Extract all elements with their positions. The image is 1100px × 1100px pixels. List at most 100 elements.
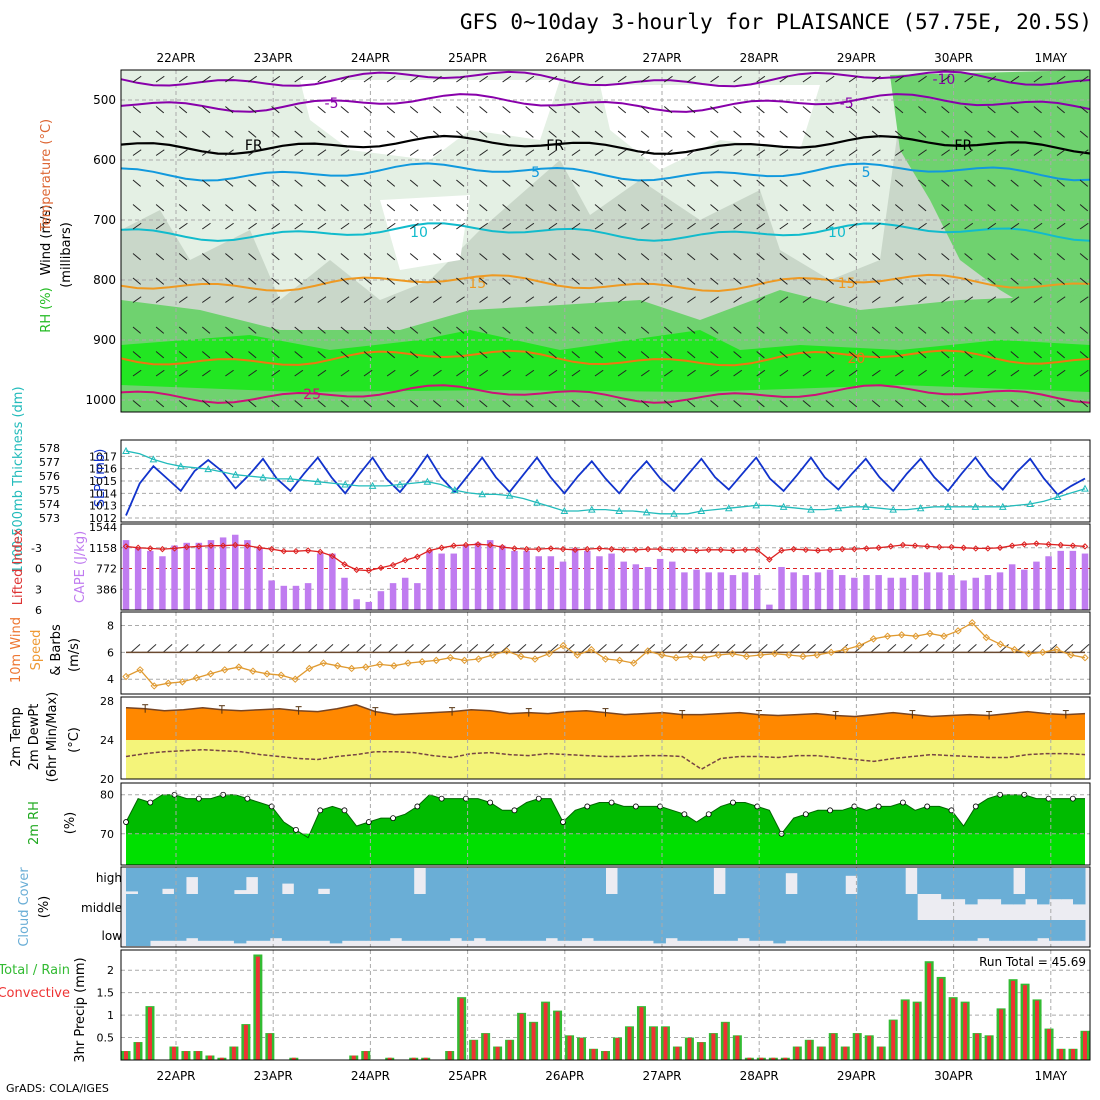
wind-barb [271, 277, 280, 285]
cape-bar [1057, 550, 1064, 610]
wind-barb [155, 75, 165, 83]
cloud-cover-cell [233, 868, 247, 891]
cloud-axis-label: Cloud Cover [17, 867, 32, 947]
slp-tick-label: 1016 [89, 463, 117, 476]
wind-barb [687, 351, 696, 359]
wind-speed-marker [827, 648, 835, 657]
cloud-cover-cell [1025, 920, 1038, 941]
wind-speed-marker [672, 653, 680, 662]
wind-barb [516, 643, 527, 653]
wind-barb [710, 149, 719, 156]
wind-barb [710, 277, 719, 285]
cloud-cover-cell [569, 868, 583, 894]
lifted-index-marker [1021, 541, 1028, 548]
wind-barb [617, 179, 627, 187]
lifted-index-marker [292, 548, 300, 555]
rh2m-marker [244, 795, 251, 802]
pressure-tick-label: 700 [93, 213, 116, 227]
wind-barb [340, 204, 349, 212]
wind-barb [132, 130, 141, 138]
wind-barb [663, 204, 673, 212]
cloud-cover-cell [917, 868, 930, 894]
date-label-bottom: 25APR [448, 1069, 487, 1083]
wind-barb [502, 106, 511, 114]
lifted-index-marker [499, 543, 506, 551]
wind-speed-marker [982, 633, 990, 642]
wind-barb [710, 369, 719, 377]
precip-convective-bar [1047, 1029, 1052, 1060]
lifted-index-marker [584, 545, 591, 553]
lifted-index-marker [729, 547, 737, 554]
precip-convective-bar [1035, 1000, 1040, 1060]
cloud-cover-cell [629, 868, 642, 894]
wind-barb [617, 75, 627, 83]
cloud-cover-cell [509, 894, 523, 920]
cloud-cover-cell [629, 894, 642, 920]
wind-barb [248, 351, 257, 359]
wind-speed-marker [897, 631, 906, 639]
wind-speed-marker [488, 651, 497, 659]
wind-barb [594, 204, 603, 212]
cloud-cover-cell [485, 920, 499, 941]
cloud-cover-cell [305, 868, 319, 894]
cape-bar [511, 550, 518, 610]
wind-barb [248, 369, 257, 377]
cloud-cover-cell [1037, 920, 1050, 939]
cloud-cover-cell [689, 894, 702, 920]
precip-convective-bar [615, 1038, 620, 1060]
rh2m-marker [195, 795, 202, 802]
wind-speed-marker [517, 652, 525, 661]
wind-barb [548, 326, 557, 334]
thickness-marker [149, 455, 158, 463]
wind-barb [479, 296, 488, 303]
rh2m-marker [754, 803, 761, 810]
wind-barb [894, 277, 904, 285]
cape-bar [195, 542, 203, 610]
wind-barb [155, 400, 165, 408]
wind-barb [941, 222, 950, 230]
cloud-cover-cell [833, 894, 846, 920]
rh2m-marker [632, 803, 639, 810]
cloud-cover-cell [545, 868, 559, 894]
contour-label: 10 [828, 225, 846, 241]
date-label-top: 27APR [642, 51, 681, 65]
date-label-bottom: 27APR [642, 1069, 681, 1083]
wind-barb [1056, 326, 1065, 334]
wind-barb [271, 351, 280, 359]
cloud-cover-cell [509, 920, 523, 941]
pressure-tick-label: 600 [93, 153, 116, 167]
rh2m-marker [802, 811, 809, 818]
lifted-index-marker [207, 542, 215, 549]
precip-convective-bar [759, 1057, 764, 1060]
cloud-cover-cell [1061, 894, 1074, 900]
wind-barb [388, 643, 398, 653]
cloud-cover-cell [197, 868, 211, 894]
wind-barb [225, 179, 234, 187]
wind-barb [363, 75, 373, 83]
wind-speed-marker [799, 652, 807, 661]
precip-convective-bar [675, 1046, 680, 1060]
wind-barb [1056, 106, 1065, 114]
wind-barb [757, 643, 768, 653]
lifted-index-marker [122, 543, 130, 550]
wind-barb [687, 277, 696, 285]
precip-tick-label: 0.5 [97, 1032, 115, 1045]
cloud-cover-cell [941, 894, 954, 900]
cloud-cover-cell [173, 920, 187, 941]
cloud-cover-cell [653, 894, 666, 920]
cloud-cover-cell [785, 894, 798, 920]
wind-barb [548, 204, 557, 212]
wind-barb [502, 204, 511, 212]
cloud-cover-cell [773, 868, 786, 894]
precip-convective-bar [915, 1002, 920, 1060]
wind-barb [1010, 277, 1019, 285]
wind-speed-marker [1081, 653, 1089, 662]
precip-convective-bar [639, 1007, 644, 1060]
cloud-cover-cell [761, 894, 774, 920]
wind-barb [870, 643, 881, 653]
precip-convective-bar [735, 1035, 740, 1060]
wind-barb [983, 643, 993, 653]
wind-barb [1010, 296, 1020, 303]
cloud-cover-cell [989, 894, 1002, 900]
wind-barb [756, 400, 765, 408]
